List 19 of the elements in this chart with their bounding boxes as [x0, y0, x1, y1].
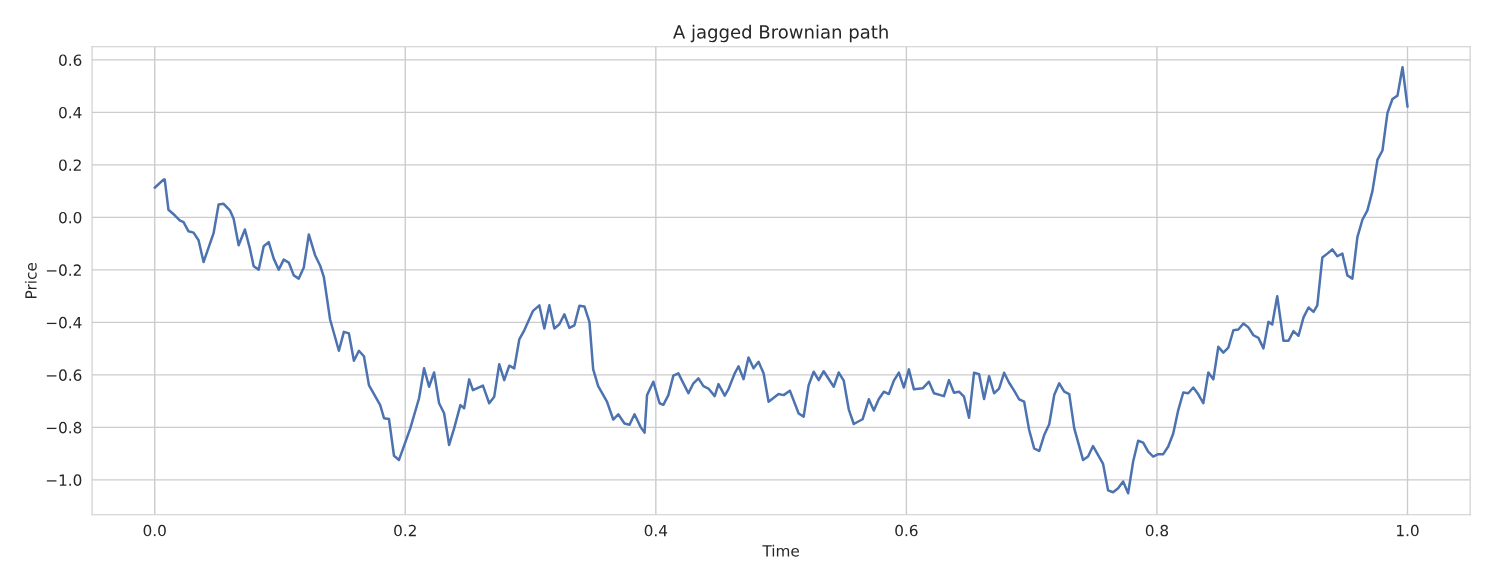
y-axis-title: Price: [24, 262, 37, 298]
x-tick-label: 0.6: [895, 524, 918, 537]
y-tick-label: −0.6: [46, 369, 82, 381]
y-tick-label: −0.2: [46, 264, 81, 276]
x-axis-title: Time: [762, 544, 799, 557]
x-tick-label: 0.0: [143, 524, 166, 537]
y-tick-label: 0.4: [59, 106, 82, 119]
x-tick-label: 1.0: [1397, 524, 1419, 537]
y-tick-label: 0.2: [59, 159, 81, 171]
y-tick-label: −0.4: [46, 316, 82, 329]
y-tick-label: 0.0: [59, 211, 82, 224]
x-tick-label: 0.4: [644, 524, 668, 537]
x-tick-label: 0.8: [1145, 524, 1169, 537]
line-series: [153, 66, 1409, 495]
y-tick-label: −0.8: [46, 421, 82, 434]
y-tick-label: −1.0: [46, 474, 82, 486]
x-tick-label: 0.2: [394, 524, 416, 537]
y-tick-label: 0.6: [59, 54, 82, 66]
chart-title: A jagged Brownian path: [673, 24, 888, 43]
